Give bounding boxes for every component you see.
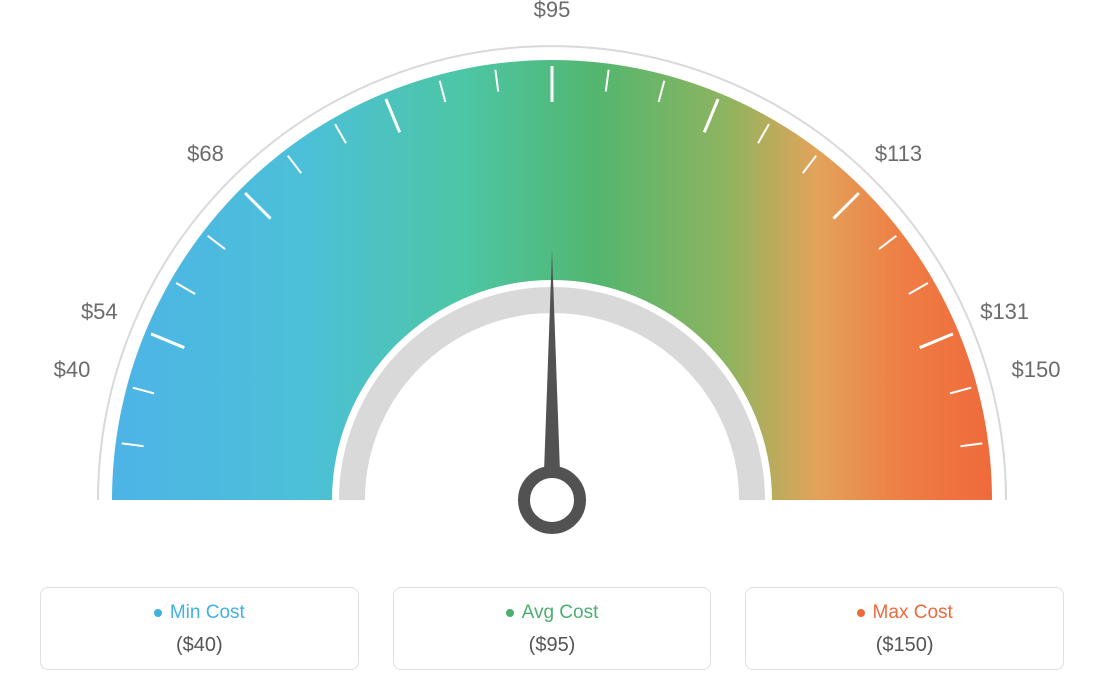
gauge-tick-label: $95 (534, 0, 571, 23)
legend-title-min: Min Cost (154, 602, 245, 624)
legend-value-min: ($40) (51, 634, 348, 657)
gauge-tick-label: $113 (875, 141, 922, 167)
legend-row: Min Cost ($40) Avg Cost ($95) Max Cost (… (0, 587, 1104, 670)
legend-value-avg: ($95) (404, 634, 701, 657)
legend-label-max: Max Cost (873, 602, 953, 624)
gauge-tick-label: $68 (187, 141, 224, 167)
legend-title-avg: Avg Cost (506, 602, 599, 624)
legend-label-min: Min Cost (170, 602, 245, 624)
gauge-tick-label: $54 (81, 299, 118, 325)
gauge-chart: $40 $54 $68 $95 $113 $131 $150 (0, 0, 1104, 560)
gauge-tick-label: $40 (54, 357, 91, 383)
legend-dot-avg (506, 609, 514, 617)
legend-value-max: ($150) (756, 634, 1053, 657)
legend-card-min: Min Cost ($40) (40, 587, 359, 670)
legend-dot-min (154, 609, 162, 617)
cost-gauge-container: $40 $54 $68 $95 $113 $131 $150 Min Cost ($40) … (0, 0, 1104, 690)
legend-label-avg: Avg Cost (522, 602, 599, 624)
legend-dot-max (857, 609, 865, 617)
legend-card-avg: Avg Cost ($95) (393, 587, 712, 670)
gauge-tick-label: $131 (980, 299, 1029, 325)
legend-card-max: Max Cost ($150) (745, 587, 1064, 670)
gauge-tick-label: $150 (1012, 357, 1061, 383)
gauge-svg (0, 0, 1104, 560)
legend-title-max: Max Cost (857, 602, 953, 624)
